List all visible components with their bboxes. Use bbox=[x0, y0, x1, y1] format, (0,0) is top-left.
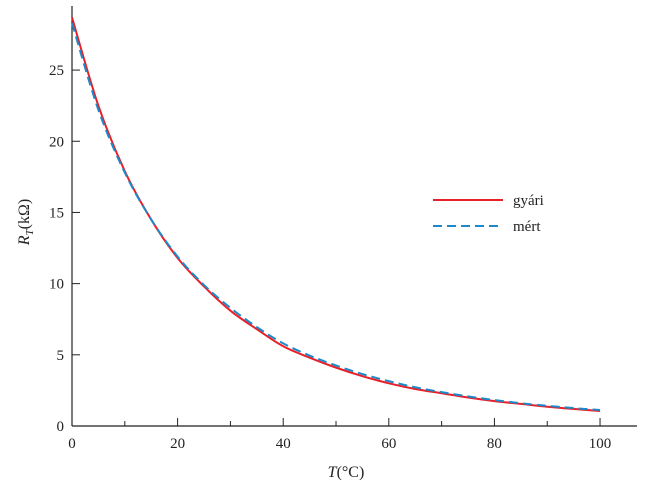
y-tick-label: 15 bbox=[49, 205, 64, 221]
x-tick-label: 60 bbox=[381, 436, 396, 452]
x-axis-label: T(°C) bbox=[328, 464, 365, 480]
y-axis-label: RT(kΩ) bbox=[16, 199, 36, 246]
series-line-mert bbox=[71, 22, 601, 412]
y-axis: 0 5 10 15 20 25 bbox=[49, 6, 80, 435]
y-tick-label: 5 bbox=[57, 348, 65, 364]
legend: gyári mért bbox=[433, 193, 544, 235]
x-tick-label: 20 bbox=[170, 436, 185, 452]
x-tick-label: 40 bbox=[276, 436, 291, 452]
y-axis-var: R bbox=[16, 235, 33, 246]
y-tick-label: 25 bbox=[49, 63, 64, 79]
y-tick-label: 0 bbox=[57, 419, 65, 435]
x-axis-unit: (°C) bbox=[337, 464, 365, 480]
x-tick-label: 80 bbox=[487, 436, 502, 452]
legend-label: gyári bbox=[513, 193, 544, 209]
x-tick-label: 0 bbox=[68, 436, 76, 452]
legend-label: mért bbox=[513, 219, 541, 235]
y-tick-label: 10 bbox=[49, 277, 64, 293]
y-tick-label: 20 bbox=[49, 134, 64, 150]
x-tick-label: 100 bbox=[589, 436, 612, 452]
y-axis-unit: (kΩ) bbox=[16, 199, 33, 230]
series-layer bbox=[71, 17, 601, 413]
x-axis: 0 20 40 60 80 100 bbox=[68, 418, 637, 452]
series-line-gyari bbox=[71, 17, 601, 413]
x-axis-var: T bbox=[328, 464, 338, 480]
y-axis-sub: T bbox=[24, 228, 36, 235]
